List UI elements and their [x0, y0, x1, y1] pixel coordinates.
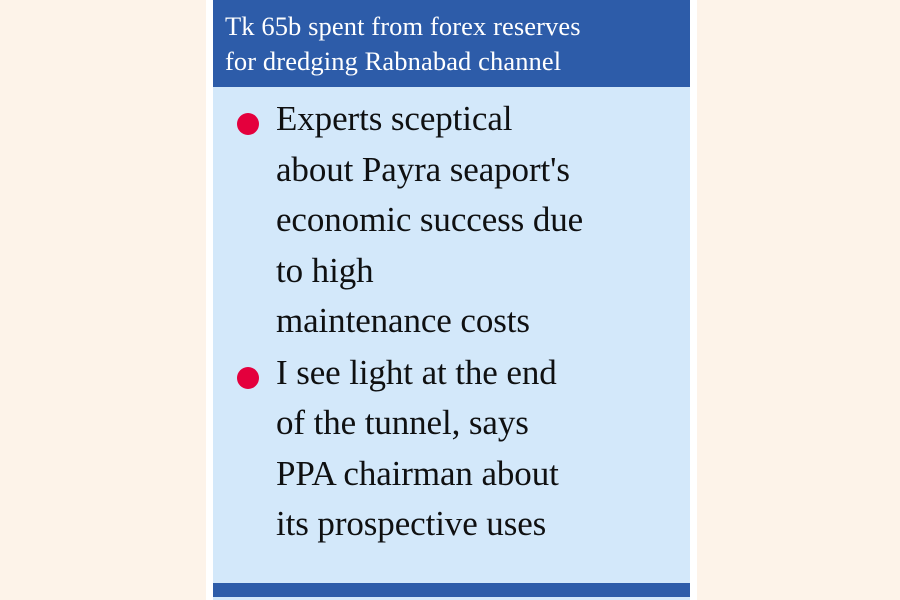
bullet-dot-icon [237, 113, 259, 135]
bullet-2-line-3: PPA chairman about [276, 453, 559, 493]
bullet-1-line-2: about Payra seaport's [276, 149, 570, 189]
bullet-text-1: Experts sceptical about Payra seaport's … [276, 94, 682, 347]
card-header: Tk 65b spent from forex reserves for dre… [213, 0, 690, 87]
headline-line-2: for dredging Rabnabad channel [225, 46, 562, 76]
card-footer-rule [213, 583, 690, 597]
card-body: Experts sceptical about Payra seaport's … [213, 87, 690, 600]
news-infographic-card: Tk 65b spent from forex reserves for dre… [213, 0, 690, 600]
list-item: Experts sceptical about Payra seaport's … [221, 94, 682, 347]
bullet-2-line-1: I see light at the end [276, 352, 557, 392]
bullet-2-line-4: its prospective uses [276, 504, 547, 543]
bullet-1-line-5: maintenance costs [276, 301, 530, 340]
bullet-list: Experts sceptical about Payra seaport's … [221, 94, 682, 550]
bullet-text-2: I see light at the end of the tunnel, sa… [276, 348, 682, 550]
bullet-1-line-3: economic success due [276, 200, 584, 239]
list-item: I see light at the end of the tunnel, sa… [221, 348, 682, 550]
bullet-2-line-2: of the tunnel, says [276, 403, 529, 442]
headline-line-1: Tk 65b spent from forex reserves [225, 11, 581, 41]
bullet-dot-icon [237, 366, 259, 389]
bullet-1-line-1: Experts sceptical [276, 99, 513, 138]
bullet-1-line-4: to high [276, 250, 374, 290]
